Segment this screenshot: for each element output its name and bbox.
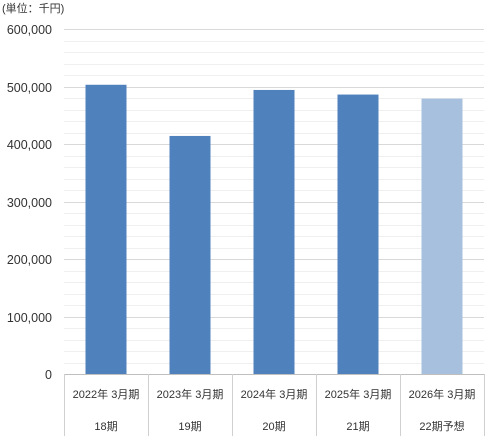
y-tick-label: 200,000: [7, 253, 52, 267]
bars: [85, 84, 463, 375]
y-tick-label: 300,000: [7, 196, 52, 210]
x-sub-label: 18期: [94, 420, 117, 433]
x-sub-label: 20期: [262, 420, 285, 433]
y-tick-label: 100,000: [7, 311, 52, 325]
bar: [85, 84, 127, 375]
x-tick-label: 2025年 3月期: [325, 387, 392, 401]
x-sub-label: 21期: [346, 420, 369, 433]
y-tick-label: 500,000: [7, 81, 52, 95]
y-tick-label: 400,000: [7, 138, 52, 152]
x-tick-label: 2023年 3月期: [157, 387, 224, 401]
y-tick-label: 600,000: [7, 23, 52, 37]
x-tick-label: 2024年 3月期: [241, 387, 308, 401]
bar: [169, 135, 211, 374]
x-axis-category-table: 2022年 3月期 18期 2023年 3月期 19期 2024年 3月期 20期 2025…: [64, 374, 485, 436]
x-sub-label: 19期: [178, 420, 201, 433]
y-axis-tick-labels: 0 100,000 200,000 300,000 400,000 500,000 600,…: [7, 23, 52, 382]
unit-label: (単位：千円): [2, 1, 64, 15]
y-tick-label: 0: [45, 368, 52, 382]
bar: [337, 94, 379, 375]
x-tick-label: 2022年 3月期: [73, 387, 140, 401]
bar: [421, 98, 463, 374]
x-tick-label: 2026年 3月期: [409, 387, 476, 401]
x-sub-label: 22期予想: [419, 419, 464, 433]
bar: [253, 89, 295, 374]
